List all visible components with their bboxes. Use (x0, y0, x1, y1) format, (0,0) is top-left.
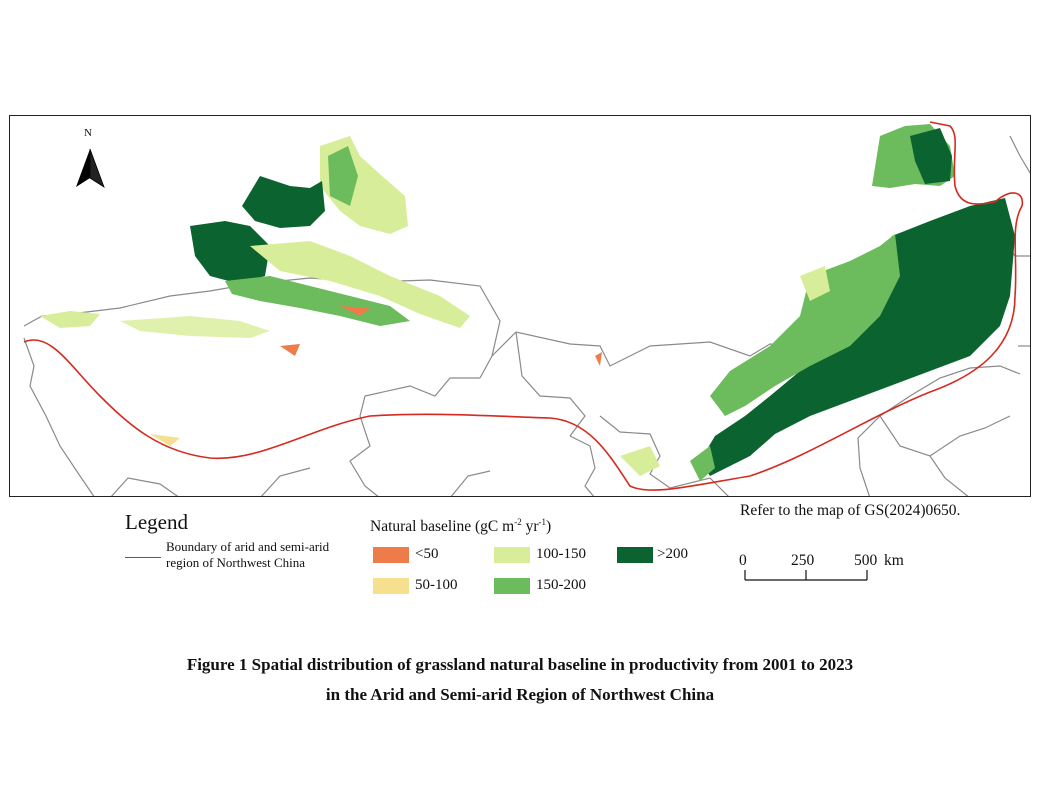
map-canvas (23, 121, 1030, 496)
scale-bar (744, 570, 868, 581)
swatch-150-200 (494, 578, 530, 594)
scale-tick-500: 500 (854, 552, 878, 569)
scale-tick-0: 0 (739, 552, 747, 569)
arid-region-boundary (23, 121, 1024, 491)
boundary-legend-line (125, 557, 161, 558)
vegetation-west (40, 136, 470, 446)
label-100-150: 100-150 (536, 546, 586, 562)
boundary-legend-line2: region of Northwest China (166, 555, 306, 570)
map-source-note: Refer to the map of GS(2024)0650. (740, 502, 961, 519)
map-frame (9, 115, 1031, 497)
figure-caption-line2: in the Arid and Semi-arid Region of Nort… (325, 685, 715, 704)
swatch-lt50 (373, 547, 409, 563)
natural-baseline-title: Natural baseline (gC m-2 yr-1) (370, 517, 552, 536)
north-arrow (76, 148, 105, 188)
label-150-200: 150-200 (536, 577, 586, 593)
scale-tick-250: 250 (791, 552, 815, 569)
swatch-100-150 (494, 547, 530, 563)
label-gt200: >200 (657, 546, 688, 562)
boundary-legend-line1: Boundary of arid and semi-arid (166, 539, 330, 554)
north-label: N (84, 127, 92, 139)
scale-unit: km (884, 552, 904, 569)
label-50-100: 50-100 (415, 577, 458, 593)
legend-title: Legend (125, 510, 188, 534)
swatch-gt200 (617, 547, 653, 563)
figure-caption-line1: Figure 1 Spatial distribution of grassla… (186, 655, 854, 674)
label-lt50: <50 (415, 546, 439, 562)
vegetation-east (595, 124, 1015, 481)
boundary-legend-label: Boundary of arid and semi-arid region of… (166, 539, 356, 571)
swatch-50-100 (373, 578, 409, 594)
